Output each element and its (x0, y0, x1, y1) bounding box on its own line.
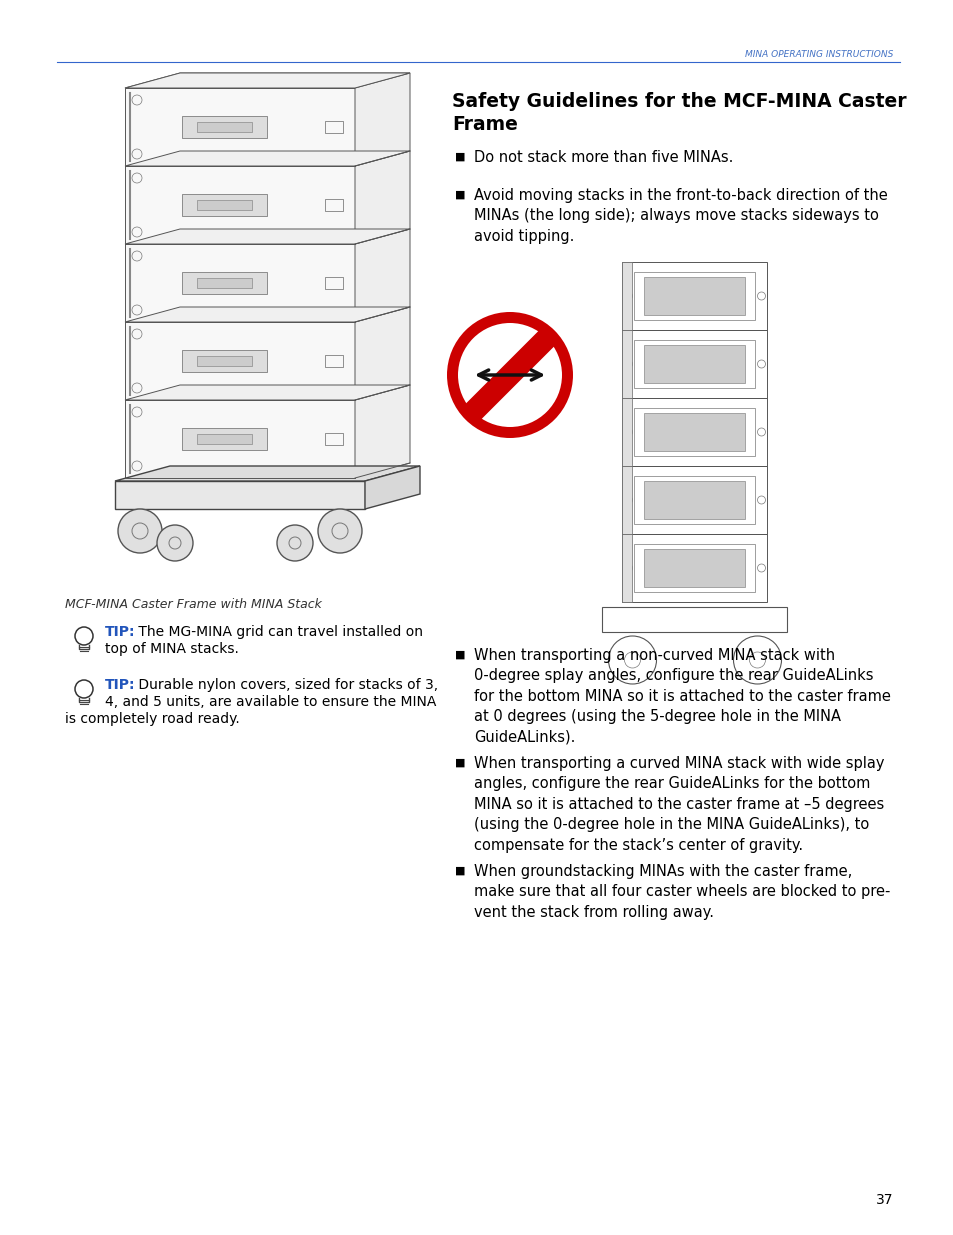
Text: TIP:: TIP: (105, 625, 135, 638)
Circle shape (317, 509, 361, 553)
Text: 4, and 5 units, are available to ensure the MINA: 4, and 5 units, are available to ensure … (105, 695, 436, 709)
Polygon shape (125, 228, 410, 245)
Text: The MG-MINA grid can travel installed on: The MG-MINA grid can travel installed on (133, 625, 422, 638)
Polygon shape (622, 330, 632, 398)
Polygon shape (644, 480, 744, 519)
Polygon shape (125, 151, 410, 165)
Polygon shape (115, 480, 365, 509)
Circle shape (447, 312, 573, 438)
Text: ■: ■ (455, 152, 465, 162)
Circle shape (157, 525, 193, 561)
Text: Frame: Frame (452, 115, 517, 135)
Polygon shape (622, 262, 632, 330)
Polygon shape (125, 88, 355, 165)
Polygon shape (197, 200, 253, 210)
Polygon shape (622, 466, 632, 534)
Polygon shape (125, 322, 355, 400)
Text: MCF-MINA Caster Frame with MINA Stack: MCF-MINA Caster Frame with MINA Stack (65, 598, 321, 611)
Text: When transporting a curved MINA stack with wide splay
angles, configure the rear: When transporting a curved MINA stack wi… (474, 756, 883, 852)
Polygon shape (115, 466, 419, 480)
Polygon shape (197, 356, 253, 366)
Circle shape (276, 525, 313, 561)
Polygon shape (182, 194, 267, 216)
Polygon shape (355, 73, 410, 165)
Polygon shape (182, 116, 267, 138)
Text: top of MINA stacks.: top of MINA stacks. (105, 642, 238, 656)
Text: When groundstacking MINAs with the caster frame,
make sure that all four caster : When groundstacking MINAs with the caste… (474, 864, 889, 920)
Text: Do not stack more than five MINAs.: Do not stack more than five MINAs. (474, 149, 733, 165)
Polygon shape (182, 429, 267, 450)
Polygon shape (125, 245, 355, 322)
Text: ■: ■ (455, 650, 465, 659)
Polygon shape (197, 122, 253, 132)
Text: ■: ■ (455, 758, 465, 768)
Polygon shape (644, 412, 744, 451)
Polygon shape (355, 151, 410, 245)
Polygon shape (355, 385, 410, 478)
Text: Durable nylon covers, sized for stacks of 3,: Durable nylon covers, sized for stacks o… (133, 678, 437, 692)
Polygon shape (365, 466, 419, 509)
Polygon shape (355, 308, 410, 400)
Polygon shape (182, 272, 267, 294)
Text: Avoid moving stacks in the front-to-back direction of the
MINAs (the long side);: Avoid moving stacks in the front-to-back… (474, 188, 887, 243)
Polygon shape (459, 325, 559, 425)
Polygon shape (125, 165, 355, 245)
Polygon shape (355, 228, 410, 322)
Polygon shape (182, 350, 267, 372)
Text: 37: 37 (875, 1193, 892, 1207)
Text: MINA OPERATING INSTRUCTIONS: MINA OPERATING INSTRUCTIONS (744, 49, 892, 59)
Polygon shape (644, 345, 744, 383)
Text: is completely road ready.: is completely road ready. (65, 713, 239, 726)
Polygon shape (125, 385, 410, 400)
Circle shape (457, 324, 561, 427)
Polygon shape (197, 433, 253, 445)
Polygon shape (622, 534, 632, 601)
Polygon shape (644, 550, 744, 587)
Polygon shape (622, 398, 632, 466)
Polygon shape (125, 73, 410, 88)
Circle shape (118, 509, 162, 553)
Polygon shape (644, 277, 744, 315)
Polygon shape (125, 400, 355, 478)
Text: TIP:: TIP: (105, 678, 135, 692)
Text: ■: ■ (455, 190, 465, 200)
Polygon shape (125, 308, 410, 322)
Polygon shape (197, 278, 253, 288)
Text: When transporting a non-curved MINA stack with
0-degree splay angles, configure : When transporting a non-curved MINA stac… (474, 648, 890, 745)
Text: ■: ■ (455, 866, 465, 876)
Text: Safety Guidelines for the MCF-MINA Caster: Safety Guidelines for the MCF-MINA Caste… (452, 91, 905, 111)
